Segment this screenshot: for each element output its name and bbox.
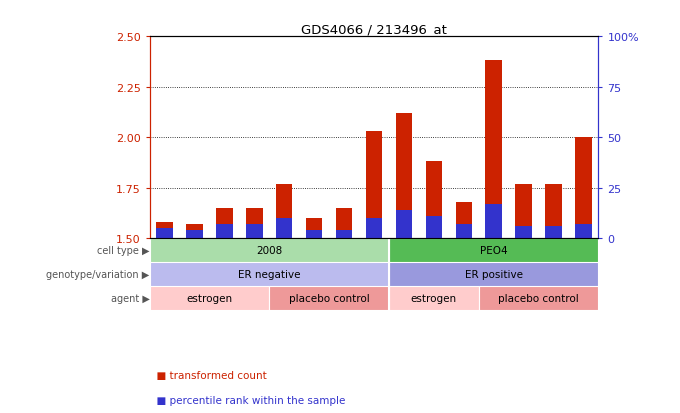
- Bar: [515, 184, 532, 239]
- Bar: [545, 184, 562, 239]
- Bar: [366, 132, 382, 239]
- Text: placebo control: placebo control: [289, 293, 369, 304]
- Bar: [426, 216, 442, 239]
- Text: placebo control: placebo control: [498, 293, 579, 304]
- Bar: [426, 162, 442, 239]
- Bar: [276, 184, 292, 239]
- Bar: [396, 114, 412, 239]
- Text: ■ transformed count: ■ transformed count: [150, 370, 267, 380]
- Text: estrogen: estrogen: [411, 293, 457, 304]
- Bar: [486, 62, 502, 239]
- Bar: [575, 225, 592, 239]
- Bar: [156, 223, 173, 239]
- Bar: [150, 239, 389, 263]
- Bar: [389, 263, 598, 287]
- Text: cell type ▶: cell type ▶: [97, 246, 150, 256]
- Bar: [276, 218, 292, 239]
- Text: agent ▶: agent ▶: [111, 293, 150, 304]
- Bar: [366, 218, 382, 239]
- Bar: [545, 226, 562, 239]
- Bar: [456, 202, 472, 239]
- Bar: [246, 209, 262, 239]
- Text: genotype/variation ▶: genotype/variation ▶: [46, 269, 150, 280]
- Bar: [186, 225, 203, 239]
- Bar: [456, 225, 472, 239]
- Text: ■ percentile rank within the sample: ■ percentile rank within the sample: [150, 395, 345, 405]
- Bar: [216, 209, 233, 239]
- Bar: [479, 287, 598, 310]
- Bar: [269, 287, 389, 310]
- Bar: [575, 138, 592, 239]
- Bar: [150, 287, 269, 310]
- Title: GDS4066 / 213496_at: GDS4066 / 213496_at: [301, 23, 447, 36]
- Bar: [336, 230, 352, 239]
- Bar: [486, 204, 502, 239]
- Bar: [186, 230, 203, 239]
- Bar: [216, 225, 233, 239]
- Bar: [389, 287, 479, 310]
- Bar: [336, 209, 352, 239]
- Bar: [306, 230, 322, 239]
- Bar: [389, 239, 598, 263]
- Text: PEO4: PEO4: [480, 246, 507, 256]
- Text: 2008: 2008: [256, 246, 282, 256]
- Bar: [306, 218, 322, 239]
- Text: ER positive: ER positive: [464, 269, 523, 280]
- Bar: [156, 228, 173, 239]
- Bar: [515, 226, 532, 239]
- Bar: [150, 263, 389, 287]
- Bar: [396, 210, 412, 239]
- Bar: [246, 225, 262, 239]
- Text: estrogen: estrogen: [186, 293, 233, 304]
- Text: ER negative: ER negative: [238, 269, 301, 280]
